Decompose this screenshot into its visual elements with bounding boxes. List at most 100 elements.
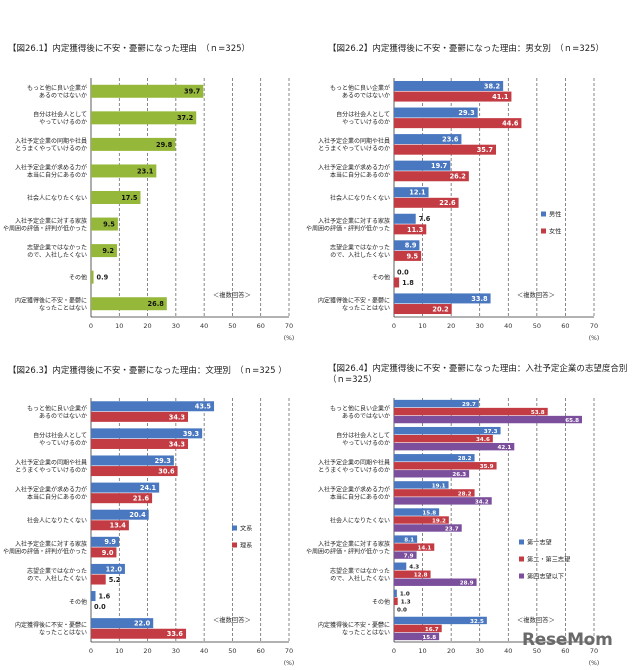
x-tick-label: 30 [476,647,484,655]
x-axis-unit: (%) [284,660,294,667]
x-tick-label: 40 [504,647,512,655]
bar-value-label: 19.7 [431,162,448,170]
category-label: 内定獲得後に不安・憂鬱に [318,296,390,304]
bar-value-label: 35.7 [477,146,494,154]
bar [394,543,435,551]
x-tick-label: 10 [418,647,426,655]
legend-label: 文系 [240,525,252,533]
category-label: その他 [372,598,390,606]
category-label: あるのではないか [39,93,87,100]
category-label: やっていけるのか [342,118,390,126]
category-label: とうまくやっていけるのか [318,145,390,153]
bar [394,454,475,462]
x-tick-label: 60 [561,647,569,655]
x-tick-label: 0 [89,647,93,655]
x-tick-label: 70 [285,647,293,655]
bar-value-label: 1.3 [401,600,411,606]
bar [394,118,522,129]
bar-value-label: 0.0 [397,268,409,276]
legend-label: 第一志望 [527,539,552,547]
category-label: 入社予定企業が求める力が [15,486,87,494]
bar [91,482,160,493]
x-tick-label: 0 [89,322,93,330]
bar [394,107,478,118]
bar [394,578,477,586]
bar-value-label: 0.9 [97,274,109,282]
category-label: 社会人になりたくない [27,517,87,525]
bar [394,293,491,304]
bar-value-label: 15.8 [422,635,436,641]
category-label: 志望企業ではなかった [27,243,87,251]
category-label: 社会人になりたくない [330,517,390,525]
bar-value-label: 4.3 [409,565,419,571]
bar [394,489,475,497]
category-label: とうまくやっていけるのか [15,466,87,474]
bar [394,277,400,288]
bar [394,144,496,155]
category-label: ので、入社したくない [27,251,87,259]
category-label: とうまくやっていけるのか [15,145,87,153]
category-label: 本当に自分にあるのか [27,493,87,501]
bar [394,213,416,224]
bar-value-label: 9.5 [406,252,418,260]
bar [394,481,449,489]
x-tick-label: 20 [143,322,151,330]
category-label: その他 [372,274,390,282]
bar-value-label: 39.7 [184,88,201,96]
bar-value-label: 22.0 [134,620,151,628]
category-label: やっていけるのか [342,439,390,447]
category-label: なったことはない [342,305,390,312]
bar-value-label: 53.8 [531,410,545,416]
bar [91,455,174,466]
bar [394,415,582,424]
category-label: もっと他に良い企業が [27,84,87,92]
category-label: ので、入社したくない [330,251,390,259]
bar [91,244,118,258]
bar-value-label: 42.1 [497,445,511,451]
bar [394,624,442,633]
x-tick-label: 40 [200,647,208,655]
bar-value-label: 28.9 [460,581,474,587]
category-label: 社会人になりたくない [330,194,390,202]
bar [394,240,420,251]
bar [91,137,176,151]
category-label: あるのではないか [342,93,390,100]
category-label: 入社予定企業に対する家族 [318,217,390,225]
bar-value-label: 37.2 [177,114,194,122]
category-label: 自分は社会人として [336,111,390,119]
bar [91,270,94,284]
bar-value-label: 7.6 [419,215,431,223]
legend-label: 男性 [549,211,561,219]
bar [91,191,141,204]
category-label: や周囲の評価・評判が低かった [3,547,87,555]
bar [91,428,203,439]
multiple-answer-note: ＜複数回答＞ [213,615,251,624]
x-tick-label: 50 [228,322,236,330]
chart4-title: 【図26.4】内定獲得後に不安・憂鬱になった理由：入社予定企業の志望度合別 （ｎ… [328,364,628,385]
bar-value-label: 13.4 [110,522,127,530]
bar-value-label: 38.2 [484,82,501,90]
category-label: 自分は社会人として [33,431,87,439]
chart1-title: 【図26.1】内定獲得後に不安・憂鬱になった理由 （ｎ=325） [8,44,251,54]
bar [394,187,429,198]
multiple-answer-note: ＜複数回答＞ [213,290,251,299]
bar-value-label: 29.8 [156,141,173,149]
category-label: とうまくやっていけるのか [318,466,390,474]
bar-value-label: 20.2 [432,305,449,313]
bar-value-label: 19.2 [432,518,446,524]
bar [91,493,153,504]
bar [91,536,120,547]
category-label: 入社予定企業に対する家族 [15,217,87,225]
bar [394,80,504,91]
bar-value-label: 8.9 [405,242,417,250]
bar [91,466,178,477]
category-label: もっと他に良い企業が [27,404,87,412]
bar [394,516,449,524]
bar-value-label: 16.7 [425,627,439,633]
bar-value-label: 23.7 [445,526,459,532]
chart-2: 0 10 20 30 40 50 60 70 (%) もっと他に良い企業があるのではないか自分は社… [306,78,599,342]
bar-value-label: 28.2 [458,456,472,462]
bar [394,462,497,470]
bar-value-label: 1.0 [400,592,410,598]
bar-value-label: 1.8 [402,279,414,287]
